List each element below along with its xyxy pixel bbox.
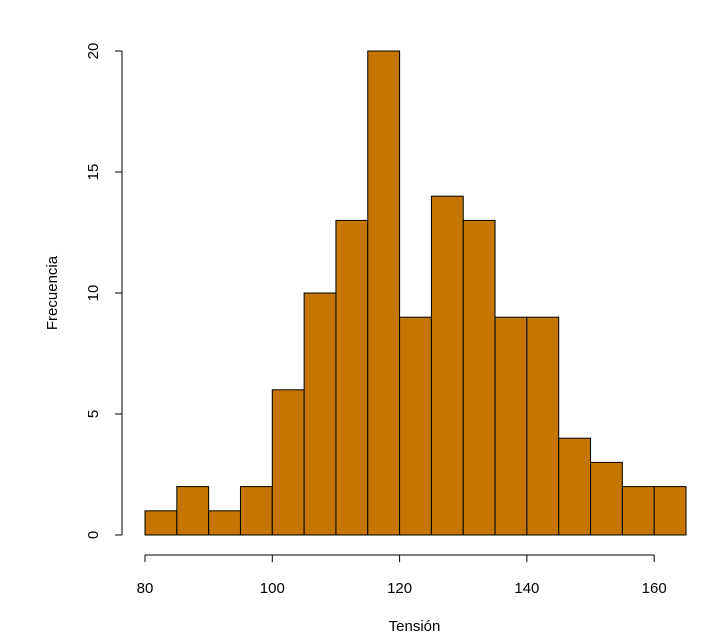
y-tick-label: 15 (85, 164, 102, 181)
histogram-bar (271, 389, 305, 536)
histogram-bar (590, 461, 623, 536)
histogram-bar (399, 316, 432, 536)
x-tick-label: 100 (260, 580, 285, 597)
histogram-bar (208, 510, 241, 536)
histogram-bar (303, 292, 337, 536)
histogram-bar (462, 219, 496, 536)
y-tick-label: 5 (85, 410, 102, 418)
y-axis-label: Frecuencia (44, 255, 61, 330)
histogram-bar (367, 50, 401, 536)
histogram-bar (526, 316, 560, 536)
x-tick-label: 80 (137, 580, 154, 597)
histogram-bar (335, 219, 369, 536)
x-tick-label: 160 (642, 580, 667, 597)
histogram-bar (430, 195, 464, 536)
histogram-bar (176, 486, 210, 536)
x-tick-label: 120 (387, 580, 412, 597)
x-axis-label: Tensión (389, 618, 441, 635)
x-tick-label: 140 (514, 580, 539, 597)
histogram-bar (239, 486, 273, 536)
histogram-bar (653, 486, 687, 536)
y-axis: 0 5 10 15 20 (85, 43, 123, 539)
histogram-bars (144, 50, 687, 536)
y-tick-label: 10 (85, 285, 102, 302)
y-tick-label: 0 (85, 531, 102, 539)
histogram-bar (144, 510, 178, 536)
y-tick-label: 20 (85, 43, 102, 60)
histogram-bar (558, 437, 592, 536)
x-axis: 80 100 120 140 160 (137, 554, 667, 597)
histogram-bar (621, 486, 655, 536)
histogram-bar (494, 316, 528, 536)
